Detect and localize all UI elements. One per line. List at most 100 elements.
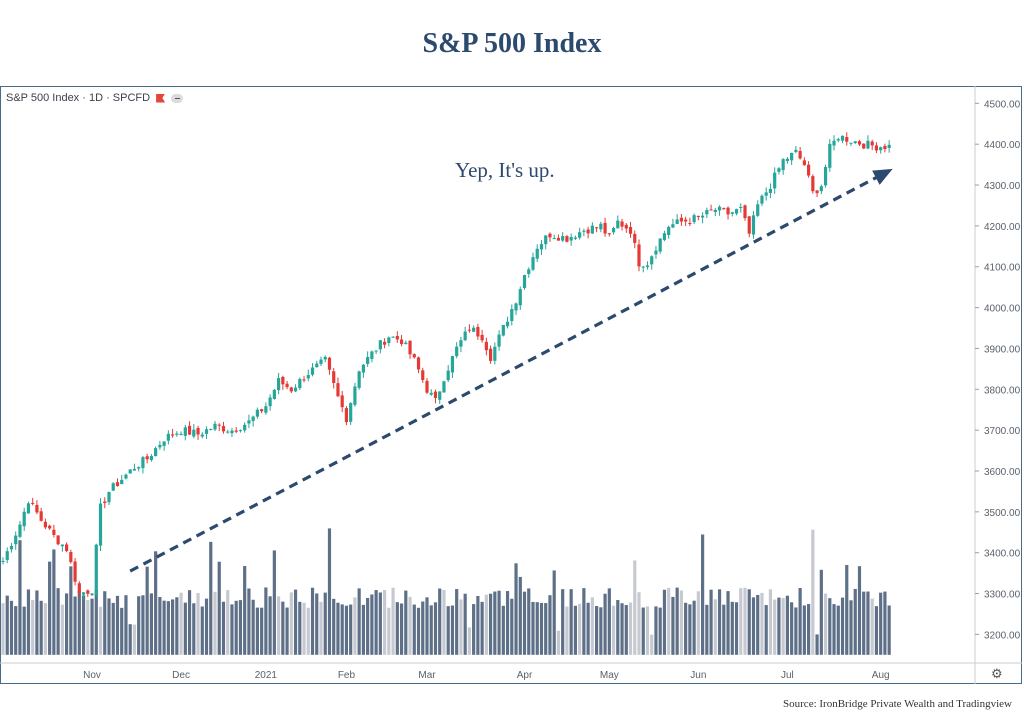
- volume-bar: [56, 588, 60, 655]
- candle-body: [717, 206, 722, 211]
- candle-body: [675, 219, 679, 225]
- candle-body: [408, 340, 412, 355]
- price-tick-label: 3600.00: [984, 467, 1021, 478]
- volume-bar: [595, 606, 599, 655]
- candle-body: [743, 205, 747, 219]
- candle-body: [120, 479, 124, 485]
- candle-body: [620, 221, 624, 227]
- candle-body: [654, 250, 658, 255]
- volume-bar: [539, 602, 544, 655]
- volume-bar: [302, 602, 306, 655]
- volume-bar: [713, 599, 717, 655]
- volume-bar: [192, 603, 196, 655]
- volume-bar: [857, 566, 862, 655]
- volume-bar: [701, 534, 705, 655]
- candle-body: [879, 147, 883, 151]
- candle-body: [383, 341, 387, 345]
- candle-body: [90, 593, 94, 596]
- trend-arrowhead: [872, 168, 893, 185]
- candle-body: [446, 370, 450, 381]
- volume-bar: [565, 606, 569, 655]
- candle-body: [374, 350, 378, 352]
- candle-body: [726, 207, 730, 215]
- candle-body: [306, 375, 310, 379]
- candle-body: [399, 339, 404, 344]
- candle-body: [302, 379, 306, 381]
- candle-body: [48, 525, 52, 529]
- candle-body: [251, 416, 255, 421]
- candle-body: [522, 275, 527, 289]
- volume-bar: [760, 592, 764, 655]
- volume-bar: [200, 606, 204, 655]
- candle-body: [734, 209, 739, 214]
- volume-bar: [268, 596, 272, 655]
- candle-body: [391, 336, 395, 338]
- candle-body: [285, 383, 289, 388]
- candle-body: [730, 212, 734, 214]
- volume-bar: [607, 588, 611, 655]
- candle-body: [209, 428, 213, 431]
- volume-bar: [862, 591, 866, 655]
- candle-body: [128, 469, 132, 474]
- candle-body: [510, 309, 514, 322]
- candle-body: [247, 420, 251, 424]
- volume-bar: [171, 599, 175, 655]
- candle-body: [94, 544, 98, 595]
- chart-annotation: Yep, It's up.: [455, 158, 555, 182]
- candle-body: [760, 195, 764, 204]
- volume-bar: [561, 589, 565, 655]
- volume-bar: [590, 597, 594, 655]
- settings-gear-icon[interactable]: ⚙: [991, 666, 1003, 681]
- volume-bar: [158, 596, 162, 655]
- candle-body: [425, 380, 429, 393]
- flag-icon[interactable]: [156, 93, 166, 103]
- candle-body: [866, 140, 870, 149]
- candle-body: [378, 340, 382, 350]
- volume-bar: [421, 601, 425, 655]
- volume-bar: [726, 591, 730, 655]
- time-tick-label: Aug: [872, 670, 890, 681]
- volume-bar: [866, 591, 870, 655]
- price-tick-label: 3700.00: [984, 426, 1021, 437]
- volume-bar: [31, 599, 35, 655]
- candle-body: [870, 141, 874, 146]
- volume-bar: [667, 587, 671, 655]
- candle-body: [200, 434, 204, 437]
- volume-bar: [137, 596, 141, 655]
- volume-bar: [650, 634, 654, 655]
- candle-body: [552, 238, 556, 240]
- volume-bar: [103, 591, 107, 655]
- candle-body: [77, 583, 81, 594]
- volume-bar: [544, 603, 548, 655]
- symbol-label: S&P 500 Index · 1D · SPCFD: [6, 92, 151, 104]
- candle-body: [701, 215, 705, 218]
- candle-body: [149, 456, 153, 461]
- candle-body: [578, 232, 582, 238]
- candle-body: [874, 145, 879, 151]
- candle-body: [145, 456, 149, 460]
- candlestick-chart[interactable]: 3200.00 3300.00 3400.00 3500.00 3600.00 3700.…: [0, 86, 1022, 684]
- volume-bar: [98, 606, 103, 655]
- volume-bar: [785, 595, 789, 655]
- candle-body: [514, 303, 518, 311]
- candle-body: [18, 524, 22, 537]
- volume-bar: [628, 602, 633, 655]
- volume-bar: [234, 600, 238, 655]
- candle-body: [260, 409, 264, 412]
- candle-body: [671, 224, 675, 228]
- candle-body: [645, 265, 650, 268]
- candle-body: [811, 176, 815, 192]
- volume-bar: [853, 588, 857, 655]
- collapse-icon[interactable]: [171, 93, 184, 103]
- volume-bar: [65, 593, 69, 655]
- candle-body: [751, 215, 756, 235]
- volume-bar: [357, 588, 361, 655]
- chart-panel[interactable]: [0, 86, 1022, 684]
- candle-body: [22, 511, 26, 527]
- candle-body: [667, 226, 671, 236]
- candle-body: [179, 433, 183, 436]
- volume-bar: [5, 595, 9, 655]
- candle-body: [107, 491, 111, 503]
- volume-bar: [73, 596, 77, 655]
- candle-body: [111, 483, 115, 491]
